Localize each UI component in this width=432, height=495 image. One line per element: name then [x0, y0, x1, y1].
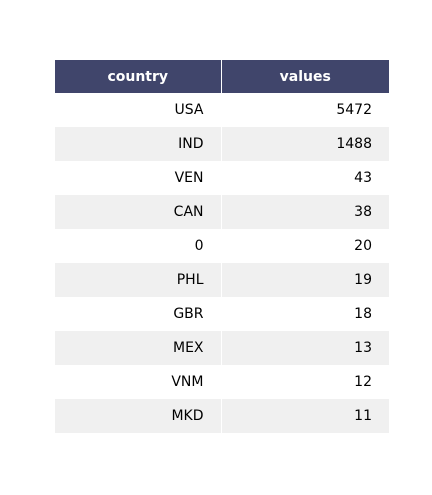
cell-country: 0: [55, 229, 222, 263]
column-header-values: values: [279, 68, 331, 85]
cell-value: 5472: [336, 102, 372, 118]
cell-value: 20: [354, 238, 372, 254]
cell-value: 13: [354, 340, 372, 356]
table-header-row: country values: [55, 60, 389, 93]
table-row: USA 5472: [55, 93, 389, 127]
table-row: 0 20: [55, 229, 389, 263]
cell-country: GBR: [55, 297, 222, 331]
cell-value: 12: [354, 374, 372, 390]
cell-country: PHL: [55, 263, 222, 297]
cell-value: 19: [354, 272, 372, 288]
cell-country: CAN: [55, 195, 222, 229]
cell-value: 1488: [336, 136, 372, 152]
table-row: GBR 18: [55, 297, 389, 331]
cell-value: 43: [354, 170, 372, 186]
cell-country: VNM: [55, 365, 222, 399]
table-row: VNM 12: [55, 365, 389, 399]
column-header-country: country: [55, 60, 222, 93]
cell-country: VEN: [55, 161, 222, 195]
table-row: PHL 19: [55, 263, 389, 297]
table-body: USA 5472 IND 1488 VEN 43 CAN 38 0 20 PHL 19 GBR 18 MEX…: [55, 93, 389, 433]
cell-country: MEX: [55, 331, 222, 365]
table-row: CAN 38: [55, 195, 389, 229]
cell-country: IND: [55, 127, 222, 161]
cell-country: MKD: [55, 399, 222, 433]
table-row: MKD 11: [55, 399, 389, 433]
data-table: country values USA 5472 IND 1488 VEN 43 CAN 38 0…: [55, 60, 389, 433]
table-row: MEX 13: [55, 331, 389, 365]
table-row: IND 1488: [55, 127, 389, 161]
cell-value: 38: [354, 204, 372, 220]
table-row: VEN 43: [55, 161, 389, 195]
cell-country: USA: [55, 93, 222, 127]
cell-value: 11: [354, 408, 372, 424]
cell-value: 18: [354, 306, 372, 322]
